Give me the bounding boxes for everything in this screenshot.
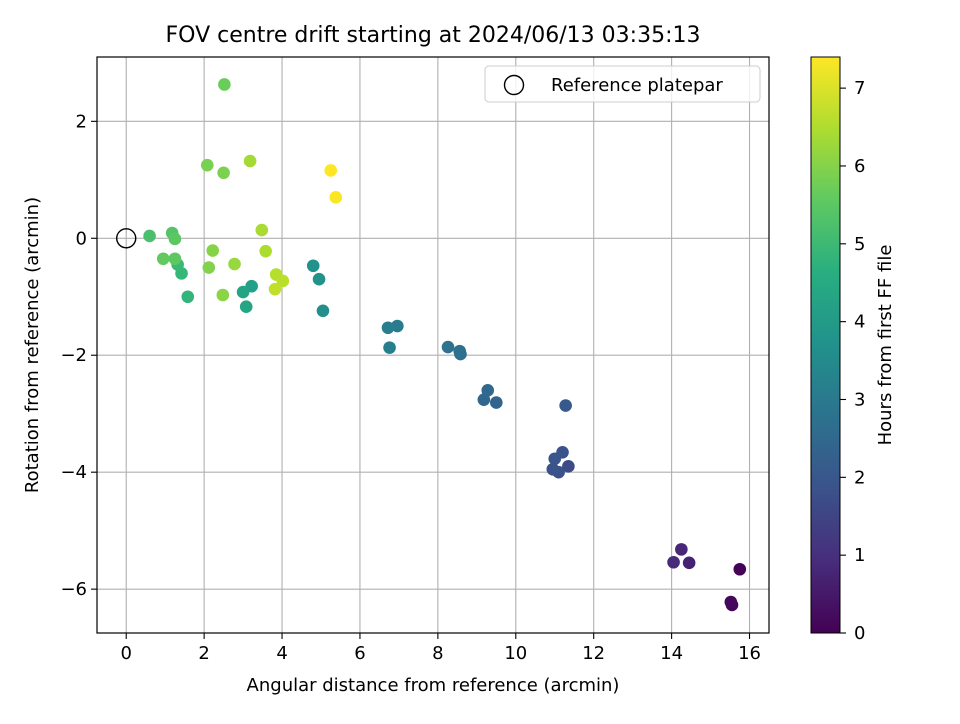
data-point <box>255 223 269 237</box>
x-tick-label: 0 <box>120 643 131 664</box>
data-point <box>546 462 560 476</box>
data-point <box>218 78 231 91</box>
data-point <box>548 452 562 466</box>
data-point <box>259 244 272 258</box>
data-point <box>236 285 250 299</box>
y-tick-label: 2 <box>76 111 87 132</box>
data-point <box>168 232 182 246</box>
data-point <box>381 321 395 335</box>
x-tick-label: 10 <box>504 643 527 664</box>
grid-lines <box>97 57 769 633</box>
reference-marker <box>116 228 137 249</box>
data-point <box>243 154 257 168</box>
data-point <box>202 261 216 274</box>
colorbar-tick-label: 6 <box>854 156 865 177</box>
y-axis-label: Rotation from reference (arcmin) <box>22 197 43 493</box>
x-tick-label: 14 <box>660 643 683 664</box>
data-point <box>306 259 320 273</box>
data-point <box>383 341 396 354</box>
data-point <box>481 384 495 397</box>
colorbar-gradient <box>810 56 841 634</box>
data-point <box>156 252 170 266</box>
data-point <box>724 595 738 609</box>
data-point <box>562 460 575 473</box>
x-axis-label: Angular distance from reference (arcmin) <box>247 675 620 696</box>
colorbar-tick-label: 2 <box>854 467 865 488</box>
legend-marker <box>503 74 525 96</box>
x-tick-label: 2 <box>198 643 209 664</box>
plot-frame <box>96 56 770 634</box>
data-point <box>206 244 220 257</box>
data-point <box>329 191 343 204</box>
data-point <box>239 300 253 313</box>
data-point <box>268 282 282 296</box>
colorbar-tick-label: 0 <box>854 623 865 644</box>
colorbar-ticks: 0 1 2 3 4 5 6 7 <box>840 78 865 644</box>
data-point <box>391 319 404 333</box>
colorbar-tick-label: 1 <box>854 545 865 566</box>
x-tick-label: 16 <box>738 643 761 664</box>
legend: Reference platepar <box>484 65 761 103</box>
colorbar-tick-label: 5 <box>854 234 865 255</box>
colorbar-tick-label: 7 <box>854 78 865 99</box>
y-axis-ticks: −6 −4 −2 0 2 <box>60 111 97 600</box>
legend-box <box>484 65 761 103</box>
data-point <box>276 274 290 288</box>
y-tick-label: −4 <box>60 462 87 483</box>
data-point <box>143 229 156 243</box>
data-point <box>453 344 466 358</box>
x-tick-label: 4 <box>276 643 287 664</box>
data-point <box>682 556 696 570</box>
data-point <box>228 257 241 271</box>
colorbar-tick-label: 3 <box>854 389 865 410</box>
chart-title: FOV centre drift starting at 2024/06/13 … <box>166 23 701 48</box>
colorbar-label: Hours from first FF file <box>875 245 896 446</box>
data-point <box>324 164 338 177</box>
y-tick-label: −6 <box>60 579 87 600</box>
x-tick-label: 8 <box>432 643 443 664</box>
y-tick-label: 0 <box>76 228 87 249</box>
data-point <box>490 396 503 409</box>
colorbar-tick-label: 4 <box>854 312 865 333</box>
x-tick-label: 6 <box>354 643 365 664</box>
data-point <box>168 252 182 266</box>
data-point <box>733 562 747 576</box>
legend-label: Reference platepar <box>551 75 723 96</box>
data-point <box>675 543 688 556</box>
y-tick-label: −2 <box>60 345 87 366</box>
data-point <box>316 304 330 318</box>
colorbar: 0 1 2 3 4 5 6 7 Hours from first FF file <box>810 56 896 644</box>
data-point <box>559 399 572 412</box>
data-points <box>143 78 747 612</box>
data-point <box>181 290 195 304</box>
data-point <box>217 166 230 180</box>
x-axis-ticks: 0 2 4 6 8 10 12 14 16 <box>120 633 761 664</box>
x-tick-label: 12 <box>582 643 605 664</box>
data-point <box>441 340 455 354</box>
data-point <box>200 158 214 172</box>
data-point <box>216 288 230 302</box>
data-point <box>667 555 680 569</box>
data-point <box>312 272 326 286</box>
